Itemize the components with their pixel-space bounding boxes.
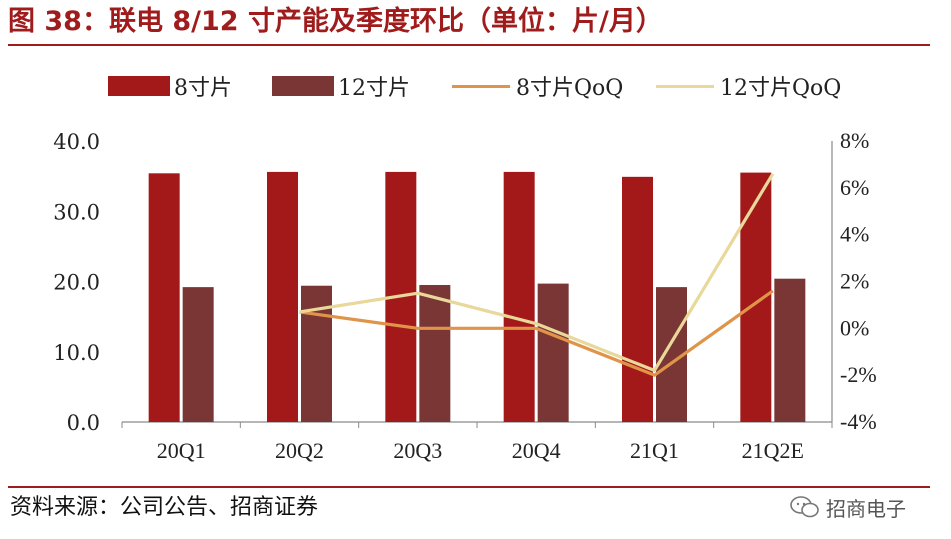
figure-title: 图 38：联电 8/12 寸产能及季度环比（单位：片/月）	[8, 6, 663, 37]
right-axis-tick-label: 4%	[840, 222, 869, 247]
chart-legend: 8寸片 12寸片 8寸片QoQ 12寸片QoQ	[0, 66, 951, 106]
left-axis-tick-label: 20.0	[53, 271, 100, 295]
legend-swatch-8inch	[108, 76, 170, 96]
legend-item-8inch-qoq: 8寸片QoQ	[452, 66, 623, 106]
legend-label-12inch-qoq: 12寸片QoQ	[720, 76, 842, 101]
line-8inch-qoq	[299, 289, 774, 377]
footer-divider	[8, 486, 930, 488]
title-divider	[8, 44, 930, 46]
legend-item-12inch: 12寸片	[272, 66, 410, 106]
watermark: 招商电子	[790, 490, 906, 524]
bar-8inch	[148, 173, 180, 422]
x-axis-tick-label: 20Q4	[512, 438, 561, 463]
left-axis-tick-label: 40.0	[53, 130, 100, 154]
right-axis-tick-label: 2%	[840, 269, 869, 294]
right-axis-tick-label: -4%	[840, 409, 877, 434]
bar-12inch	[419, 285, 451, 422]
left-axis-tick-label: 10.0	[53, 341, 100, 365]
right-axis-tick-label: -2%	[840, 362, 877, 387]
source-note: 资料来源：公司公告、招商证券	[10, 495, 319, 520]
bar-12inch	[774, 278, 806, 422]
legend-swatch-8inch-qoq	[452, 84, 510, 88]
legend-swatch-12inch-qoq	[656, 84, 714, 88]
left-axis-tick-label: 30.0	[53, 200, 100, 224]
bar-8inch	[622, 176, 653, 422]
bar-12inch	[537, 283, 569, 422]
legend-label-8inch: 8寸片	[174, 76, 232, 101]
left-axis-tick-label: 0.0	[67, 411, 100, 435]
legend-label-8inch-qoq: 8寸片QoQ	[516, 76, 624, 101]
legend-item-12inch-qoq: 12寸片QoQ	[656, 66, 841, 106]
legend-label-12inch: 12寸片	[338, 76, 410, 101]
bar-8inch	[503, 171, 535, 422]
x-axis-tick-label: 20Q3	[393, 438, 442, 463]
legend-swatch-12inch	[272, 76, 334, 96]
legend-item-8inch: 8寸片	[108, 66, 232, 106]
right-axis-tick-label: 6%	[840, 175, 869, 200]
bar-8inch	[267, 171, 298, 422]
bar-12inch	[182, 287, 214, 422]
x-axis-tick-label: 21Q2E	[742, 438, 804, 463]
x-axis-tick-label: 20Q2	[275, 438, 324, 463]
bar-8inch	[740, 172, 772, 422]
line-12inch-qoq	[299, 172, 775, 373]
right-axis-tick-label: 0%	[840, 315, 869, 340]
x-axis-tick-label: 21Q1	[630, 438, 679, 463]
x-axis-tick-label: 20Q1	[157, 438, 206, 463]
watermark-text: 招商电子	[826, 496, 906, 521]
wechat-icon	[790, 496, 819, 518]
right-axis-tick-label: 8%	[840, 128, 869, 153]
